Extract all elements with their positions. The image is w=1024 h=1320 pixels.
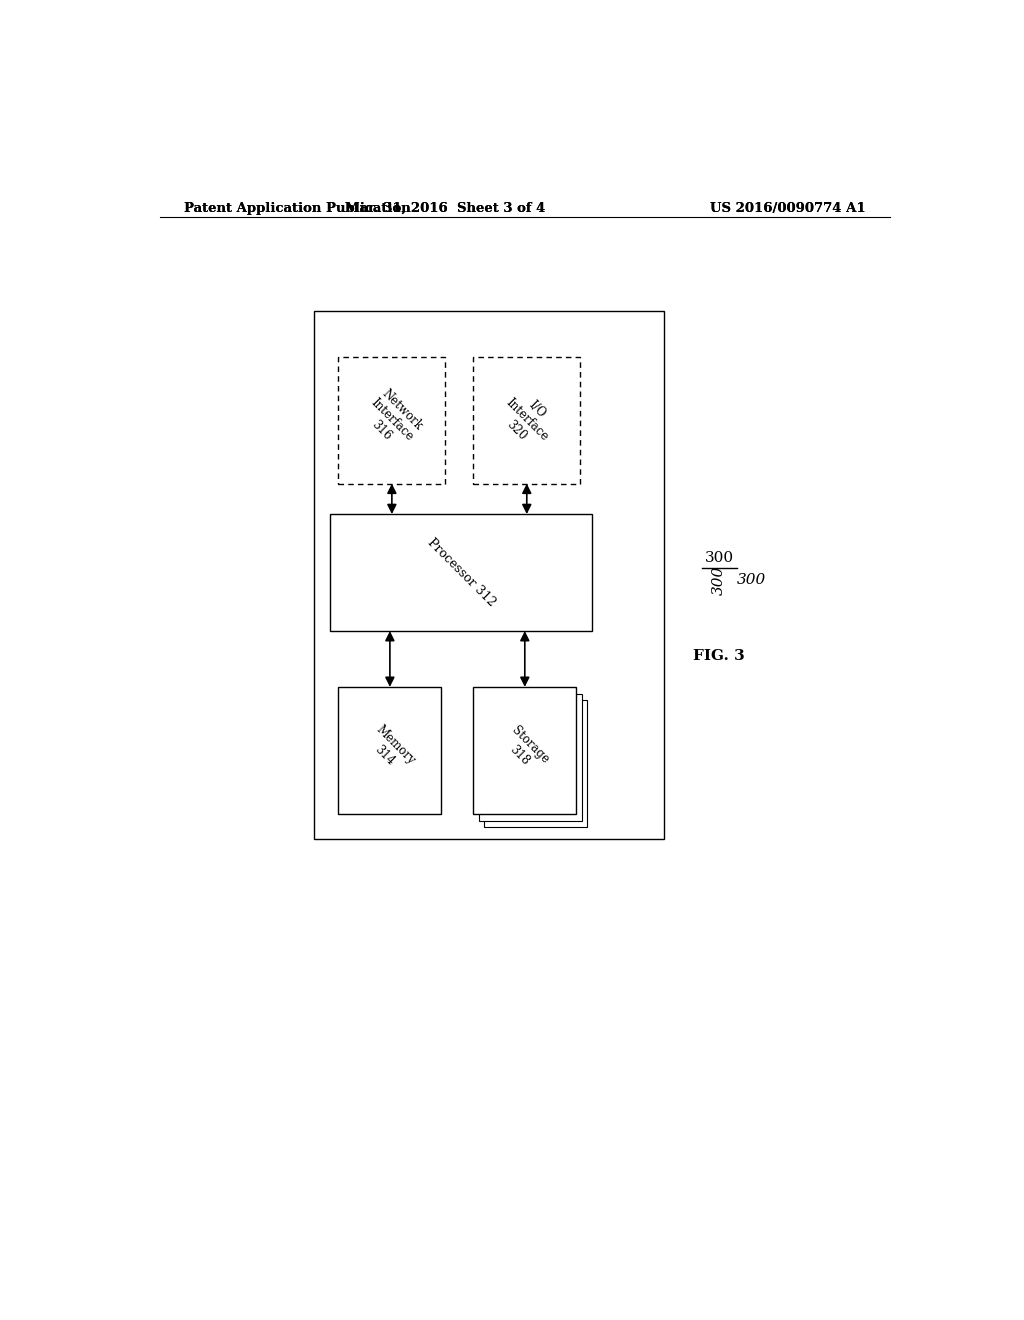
Text: 300: 300 [705, 550, 734, 565]
Text: Processor 312: Processor 312 [425, 536, 498, 609]
Bar [479, 694, 582, 821]
Text: US 2016/0090774 A1: US 2016/0090774 A1 [711, 202, 866, 215]
Text: I/O
Interface
320: I/O Interface 320 [493, 385, 561, 454]
Text: Storage
318: Storage 318 [499, 723, 551, 777]
Bar [338, 686, 441, 814]
Bar [338, 356, 445, 483]
Bar [331, 515, 592, 631]
Bar [473, 686, 577, 814]
Text: 300: 300 [736, 573, 766, 587]
Text: Memory
314: Memory 314 [362, 723, 418, 777]
Text: FIG. 3: FIG. 3 [693, 649, 745, 664]
Bar [473, 356, 581, 483]
Bar [483, 700, 587, 828]
Text: Mar. 31, 2016  Sheet 3 of 4: Mar. 31, 2016 Sheet 3 of 4 [345, 202, 546, 215]
Text: Mar. 31, 2016  Sheet 3 of 4: Mar. 31, 2016 Sheet 3 of 4 [345, 202, 546, 215]
Bar [314, 312, 664, 840]
Text: US 2016/0090774 A1: US 2016/0090774 A1 [711, 202, 866, 215]
Text: 300: 300 [713, 565, 726, 595]
Text: Network
Interface
316: Network Interface 316 [357, 385, 426, 454]
Text: Patent Application Publication: Patent Application Publication [183, 202, 411, 215]
Text: Patent Application Publication: Patent Application Publication [183, 202, 411, 215]
